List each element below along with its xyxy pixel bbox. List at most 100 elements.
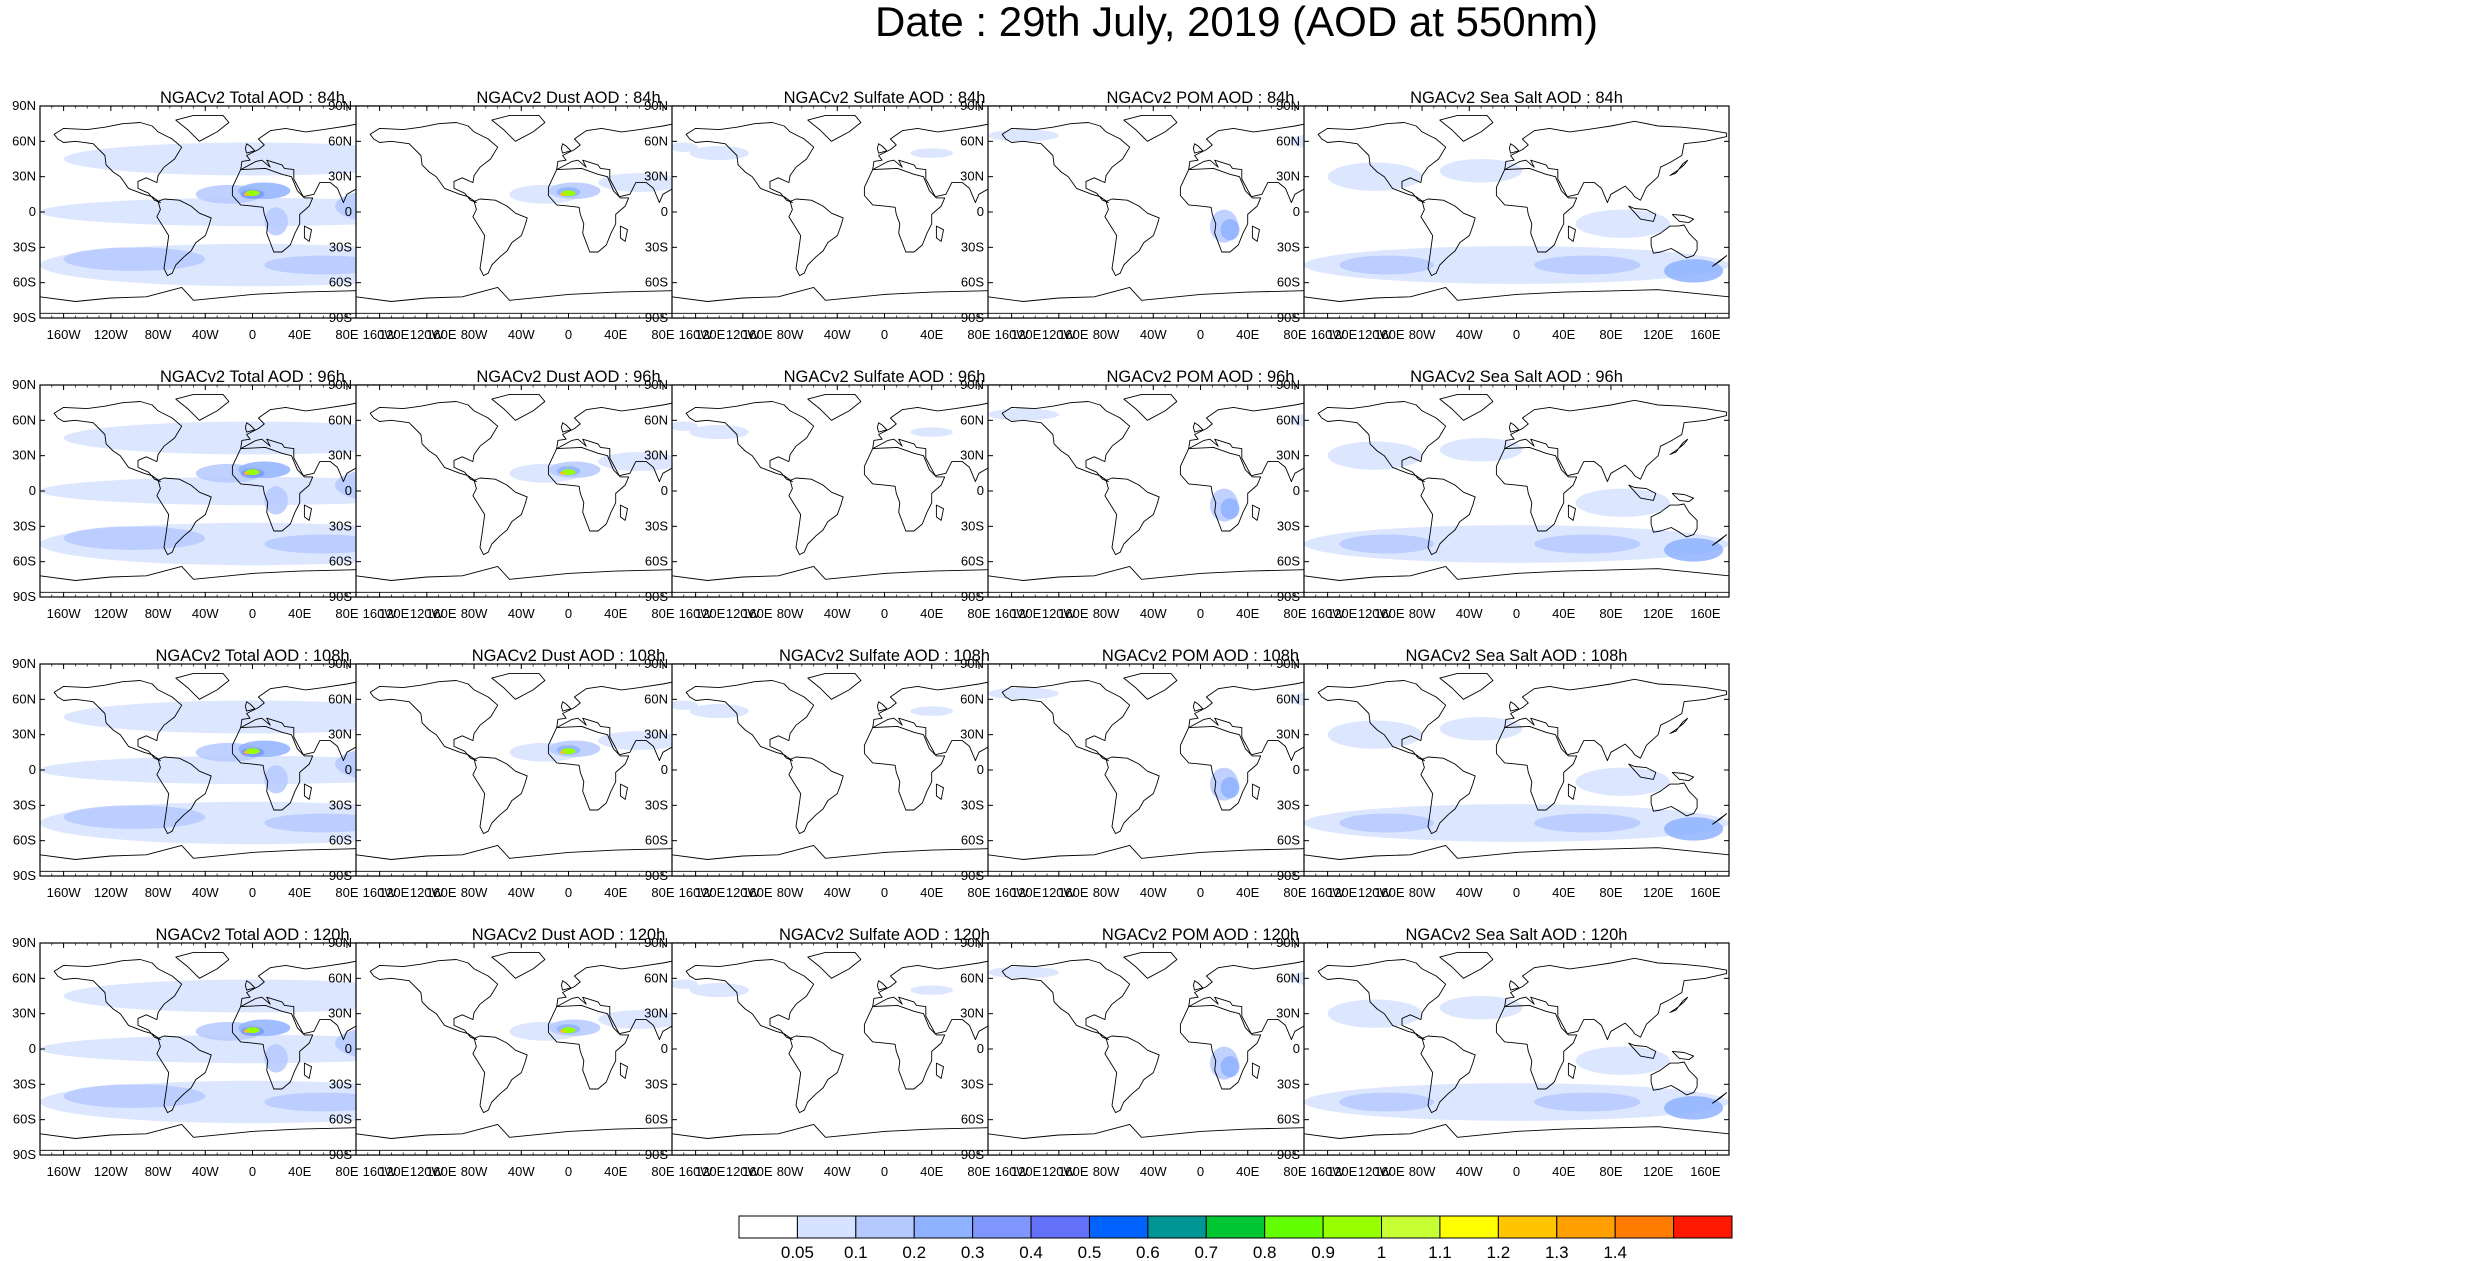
lat-tick-label: 60S: [961, 833, 984, 848]
lon-tick-label: 160E: [1690, 606, 1721, 621]
colorbar-swatch: [738, 1215, 798, 1239]
lat-tick-label: 30S: [329, 1076, 352, 1091]
lat-tick-label: 90S: [645, 589, 668, 604]
aod-area: [1304, 525, 1729, 563]
lon-tick-label: 120E: [695, 885, 726, 900]
lon-tick-label: 40E: [604, 327, 627, 342]
lat-tick-label: 90N: [644, 98, 668, 113]
colorbar-swatch: [1497, 1215, 1558, 1239]
aod-area: [1220, 219, 1240, 241]
colorbar-label: 0.9: [1311, 1243, 1335, 1261]
lat-tick-label: 30N: [328, 727, 352, 742]
panel-title: NGACv2 Sea Salt AOD : 96h: [1410, 368, 1623, 386]
coastlines: [1304, 672, 1729, 872]
lon-tick-label: 80W: [1409, 1164, 1436, 1179]
lat-tick-label: 30N: [12, 448, 36, 463]
lat-tick-label: 30S: [1277, 239, 1300, 254]
panel-title: NGACv2 Total AOD : 96h: [160, 368, 345, 386]
lat-tick-label: 30S: [329, 518, 352, 533]
aod-area: [689, 425, 749, 440]
colorbar-swatch: [855, 1215, 915, 1239]
lon-tick-label: 40E: [1236, 885, 1259, 900]
lat-tick-label: 60S: [961, 1112, 984, 1127]
lon-tick-label: 40W: [192, 327, 219, 342]
lon-tick-label: 160W: [363, 1164, 398, 1179]
lat-tick-label: 60S: [1277, 275, 1300, 290]
lat-tick-label: 60N: [12, 691, 36, 706]
lat-tick-label: 90S: [1277, 868, 1300, 883]
lat-tick-label: 0: [345, 204, 352, 219]
lon-tick-label: 120W: [94, 1164, 129, 1179]
lon-tick-label: 160W: [679, 885, 714, 900]
lat-tick-label: 90N: [960, 98, 984, 113]
lon-tick-label: 80E: [1283, 327, 1306, 342]
lat-tick-label: 0: [29, 1041, 36, 1056]
colorbar-swatch: [1322, 1215, 1383, 1239]
lon-tick-label: 0: [565, 606, 572, 621]
lat-tick-label: 30S: [13, 797, 36, 812]
lon-tick-label: 120E: [1327, 327, 1358, 342]
lat-tick-label: 30S: [645, 1076, 668, 1091]
lat-tick-label: 90S: [329, 868, 352, 883]
lat-tick-label: 60N: [644, 970, 668, 985]
lon-tick-label: 160W: [47, 327, 82, 342]
lon-tick-label: 120E: [379, 327, 410, 342]
lat-tick-label: 60S: [1277, 1112, 1300, 1127]
lon-tick-label: 0: [881, 327, 888, 342]
lat-tick-label: 60N: [960, 970, 984, 985]
lat-tick-label: 60S: [961, 554, 984, 569]
lat-tick-label: 0: [1293, 204, 1300, 219]
lat-tick-label: 90N: [12, 935, 36, 950]
lon-tick-label: 120W: [726, 1164, 761, 1179]
lat-tick-label: 0: [661, 1041, 668, 1056]
lon-tick-label: 120E: [379, 885, 410, 900]
lat-tick-label: 30S: [1277, 797, 1300, 812]
lon-tick-label: 160W: [363, 327, 398, 342]
lat-tick-label: 0: [977, 204, 984, 219]
lon-tick-label: 40E: [604, 606, 627, 621]
lon-tick-label: 160E: [742, 885, 773, 900]
lat-tick-label: 30N: [644, 169, 668, 184]
aod-area: [63, 700, 442, 734]
lat-tick-label: 30S: [645, 518, 668, 533]
lat-tick-label: 30N: [12, 1006, 36, 1021]
lat-tick-label: 30N: [960, 1006, 984, 1021]
aod-area: [689, 146, 749, 161]
aod-area: [63, 526, 206, 550]
lat-tick-label: 90S: [13, 1147, 36, 1162]
coastlines: [40, 672, 465, 872]
aod-area: [1220, 498, 1240, 520]
lon-tick-label: 80E: [1283, 885, 1306, 900]
panel-title: NGACv2 Sea Salt AOD : 84h: [1410, 89, 1623, 107]
lon-tick-label: 40E: [920, 606, 943, 621]
lon-tick-label: 80W: [145, 327, 172, 342]
lon-tick-label: 80W: [777, 885, 804, 900]
lon-tick-label: 40E: [288, 1164, 311, 1179]
lon-tick-label: 120E: [1011, 885, 1042, 900]
lat-tick-label: 90N: [1276, 656, 1300, 671]
aod-peak: [560, 471, 565, 475]
lat-tick-label: 90N: [12, 377, 36, 392]
lat-tick-label: 90N: [644, 377, 668, 392]
lon-tick-label: 160E: [1374, 1164, 1405, 1179]
lon-tick-label: 80W: [1409, 327, 1436, 342]
lat-tick-label: 60S: [13, 275, 36, 290]
coastlines: [1304, 951, 1729, 1151]
lon-tick-label: 80E: [1283, 1164, 1306, 1179]
aod-area: [63, 805, 206, 829]
map-plot: 90N 60N 30N 0 30S 60S 90S 160W 120W 80W 40W 0 40E 80E…: [1276, 656, 1730, 900]
colorbar-swatch: [913, 1215, 974, 1239]
lat-tick-label: 30N: [328, 448, 352, 463]
lat-tick-label: 30N: [1276, 448, 1300, 463]
colorbar-label: 0.6: [1136, 1243, 1160, 1261]
panel-title: NGACv2 Sulfate AOD : 96h: [783, 368, 986, 386]
lat-tick-label: 90N: [328, 377, 352, 392]
aod-area: [1339, 255, 1434, 275]
lat-tick-label: 30S: [645, 239, 668, 254]
lat-tick-label: 90N: [960, 935, 984, 950]
coastlines: [1304, 114, 1729, 314]
lat-tick-label: 60N: [328, 691, 352, 706]
lat-tick-label: 30S: [645, 797, 668, 812]
lat-tick-label: 90N: [12, 98, 36, 113]
lat-tick-label: 30N: [960, 448, 984, 463]
